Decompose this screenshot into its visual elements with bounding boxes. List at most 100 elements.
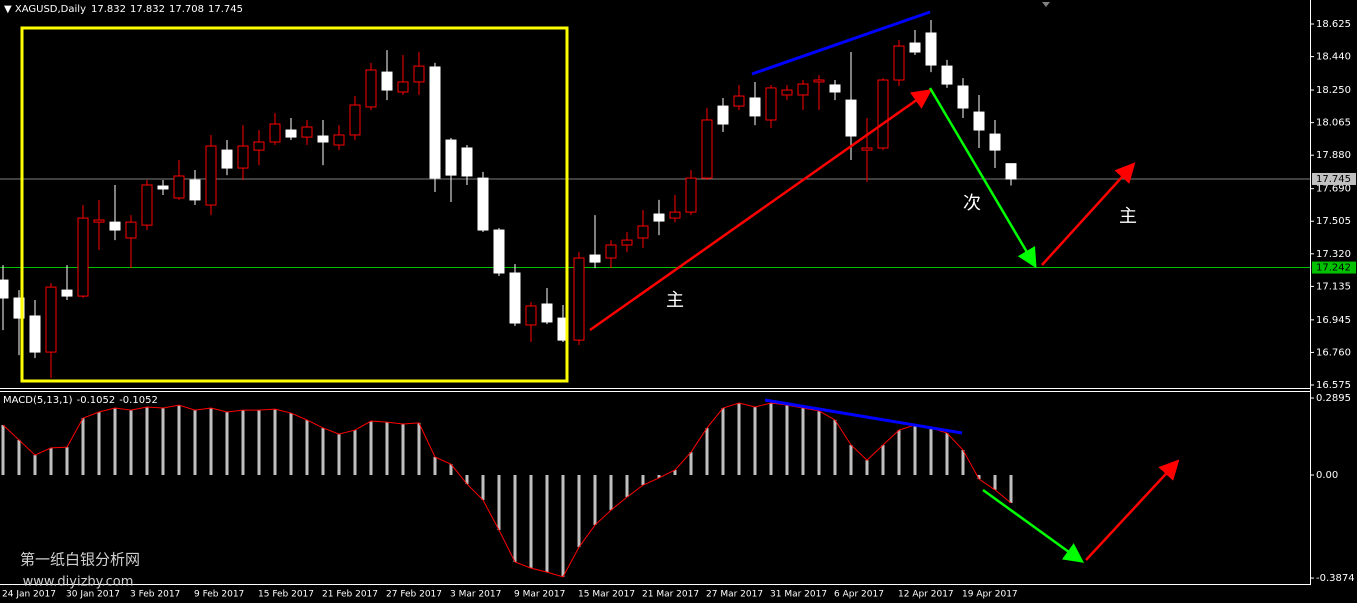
bull-candle (397, 81, 409, 93)
arrow (589, 89, 933, 332)
bull-candle (253, 141, 265, 151)
marks (0, 19, 1310, 578)
arrow (1085, 459, 1180, 561)
bear-candle (13, 297, 25, 319)
bear-candle (941, 65, 953, 85)
bull-candle (45, 286, 57, 353)
ohlc-low: 17.708 (169, 4, 204, 15)
x-tick-label: 6 Apr 2017 (834, 590, 884, 600)
y-tick-label: 16.760 (1316, 347, 1351, 358)
watermark: 第一纸白银分析网 (20, 551, 140, 569)
bear-candle (989, 133, 1001, 151)
x-tick-label: 15 Mar 2017 (578, 590, 635, 600)
y-tick-label: 16.945 (1316, 315, 1351, 326)
arrow (982, 488, 1085, 563)
bull-candle (621, 239, 633, 246)
bull-candle (333, 134, 345, 146)
x-tick-label: 9 Feb 2017 (194, 590, 244, 600)
bear-candle (541, 303, 553, 323)
bull-candle (733, 95, 745, 107)
annotations (20, 10, 1180, 563)
bear-candle (909, 42, 921, 53)
y-tick-label: 18.250 (1316, 85, 1351, 96)
bear-candle (317, 135, 329, 143)
bull-candle (669, 211, 681, 219)
signal-value: -0.1052 (119, 395, 158, 406)
y-tick-label: 17.505 (1316, 216, 1351, 227)
y-tick-label: 18.625 (1316, 19, 1351, 30)
signal-line (2, 402, 1012, 578)
bull-candle (413, 65, 425, 83)
box (20, 26, 569, 383)
bull-candle (781, 89, 793, 96)
bull-candle (365, 69, 377, 108)
macd-value: -0.1052 (77, 395, 116, 406)
bear-candle (493, 229, 505, 274)
annotation-text: 主 (1119, 206, 1137, 227)
macd-title: MACD(5,13,1) (3, 395, 73, 406)
bear-candle (381, 71, 393, 91)
bull-candle (765, 87, 777, 121)
bear-candle (461, 147, 473, 177)
bear-candle (477, 177, 489, 231)
bull-candle (685, 177, 697, 213)
bull-candle (877, 79, 889, 149)
x-tick-label: 21 Mar 2017 (642, 590, 699, 600)
x-tick-label: 27 Feb 2017 (386, 590, 442, 600)
bear-candle (29, 315, 41, 353)
bull-candle (269, 123, 281, 143)
watermark: www.diyizby.com (23, 575, 134, 590)
bear-candle (509, 272, 521, 324)
bear-candle (109, 221, 121, 231)
bear-candle (749, 97, 761, 117)
bull-candle (525, 305, 537, 326)
header: ▼ XAGUSD,Daily 17.832 17.832 17.708 17.745 (4, 4, 243, 15)
x-tick-label: 30 Jan 2017 (66, 590, 120, 600)
bear-candle (925, 32, 937, 66)
symbol: XAGUSD,Daily (15, 4, 86, 15)
bull-candle (237, 145, 249, 169)
y-tick-label: 16.575 (1316, 380, 1351, 391)
bear-candle (1005, 163, 1017, 180)
x-tick-label: 3 Mar 2017 (450, 590, 501, 600)
bull-candle (93, 219, 105, 223)
bull-candle (173, 175, 185, 199)
bull-candle (573, 257, 585, 341)
x-tick-label: 24 Jan 2017 (2, 590, 56, 600)
y-tick-label: 17.135 (1316, 281, 1351, 292)
bear-candle (589, 254, 601, 263)
price-label-box (1312, 261, 1356, 274)
bull-candle (637, 225, 649, 239)
bull-candle (301, 126, 313, 138)
price-label: 17.242 (1316, 263, 1351, 274)
x-tick-label: 19 Apr 2017 (962, 590, 1018, 600)
arrow (1041, 162, 1136, 266)
arrow (928, 87, 1037, 269)
bear-candle (829, 84, 841, 93)
y-tick-label: 17.880 (1316, 150, 1351, 161)
ohlc-high: 17.832 (130, 4, 165, 15)
x-tick-label: 27 Mar 2017 (706, 590, 763, 600)
bull-candle (605, 244, 617, 259)
price-label: 17.745 (1316, 174, 1351, 185)
bear-candle (845, 99, 857, 137)
bear-candle (429, 66, 441, 179)
bear-candle (653, 213, 665, 222)
frame (0, 0, 1311, 585)
x-tick-label: 12 Apr 2017 (898, 590, 954, 600)
bull-candle (125, 221, 137, 239)
y-tick-label: 17.690 (1316, 184, 1351, 195)
bull-candle (141, 184, 153, 226)
bear-candle (957, 85, 969, 109)
bear-candle (973, 111, 985, 131)
bear-candle (157, 185, 169, 190)
ohlc-open: 17.832 (91, 4, 126, 15)
bull-candle (77, 217, 89, 297)
x-tick-label: 31 Mar 2017 (770, 590, 827, 600)
bull-candle (349, 104, 361, 136)
ohlc-close: 17.745 (208, 4, 243, 15)
annotation-text: 主 (666, 290, 684, 311)
bull-candle (701, 119, 713, 179)
